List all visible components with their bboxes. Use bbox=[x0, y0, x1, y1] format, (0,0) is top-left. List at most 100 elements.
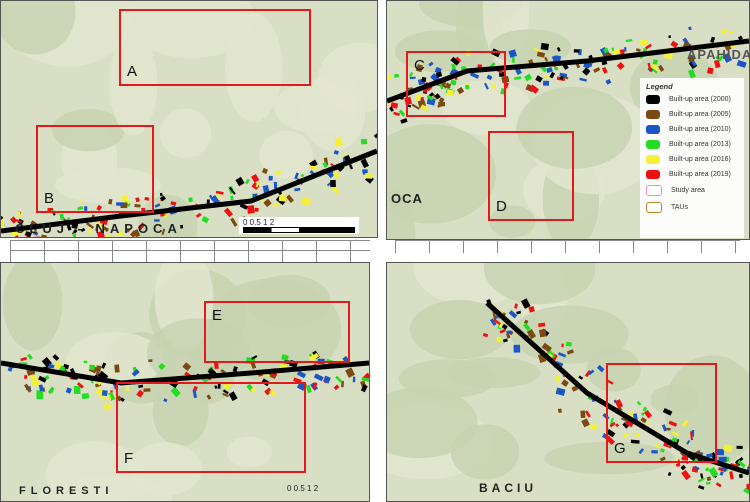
built-up-patch bbox=[393, 112, 400, 116]
inset-box-f: F bbox=[116, 382, 306, 473]
built-up-patch bbox=[286, 195, 294, 203]
built-up-patch bbox=[590, 424, 597, 429]
legend-item: Built-up area (2010) bbox=[646, 125, 744, 134]
built-up-patch bbox=[335, 376, 343, 384]
map-panel-cluj-napoca: A B CLUJ - NAPOCA 0 0.5 1 2 bbox=[0, 0, 378, 238]
built-up-patch bbox=[310, 166, 318, 170]
built-up-patch bbox=[196, 213, 202, 218]
built-up-patch bbox=[578, 376, 583, 380]
built-up-patch bbox=[89, 365, 95, 370]
legend-swatch bbox=[646, 125, 660, 134]
built-up-patch bbox=[207, 199, 210, 203]
built-up-patch bbox=[334, 384, 340, 390]
built-up-patch bbox=[269, 176, 273, 181]
built-up-patch bbox=[579, 78, 587, 82]
built-up-patch bbox=[247, 205, 255, 214]
built-up-patch bbox=[230, 218, 237, 227]
built-up-patch bbox=[561, 344, 563, 348]
built-up-patch bbox=[394, 74, 399, 78]
built-up-patch bbox=[512, 57, 515, 63]
built-up-patch bbox=[301, 198, 310, 206]
built-up-patch bbox=[580, 410, 585, 418]
built-up-patch bbox=[374, 133, 377, 138]
inset-box-a: A bbox=[119, 9, 311, 86]
map-panel-floresti: E F FLORESTI 0 0.5 1 2 bbox=[0, 262, 370, 502]
built-up-patch bbox=[36, 390, 43, 399]
built-up-patch bbox=[681, 465, 687, 470]
built-up-patch bbox=[716, 449, 724, 456]
built-up-patch bbox=[535, 75, 543, 82]
built-up-patch bbox=[726, 457, 729, 461]
built-up-patch bbox=[387, 74, 391, 80]
built-up-patch bbox=[66, 387, 72, 393]
built-up-patch bbox=[539, 329, 547, 337]
legend-item: Built-up area (2019) bbox=[646, 170, 744, 179]
built-up-patch bbox=[636, 48, 641, 52]
built-up-patch bbox=[323, 376, 331, 384]
built-up-patch bbox=[35, 236, 41, 237]
inset-box-b: B bbox=[36, 125, 154, 213]
terrain-shade bbox=[274, 82, 358, 133]
built-up-patch bbox=[516, 311, 521, 315]
built-up-patch bbox=[653, 59, 658, 64]
built-up-patch bbox=[361, 139, 367, 145]
built-up-patch bbox=[20, 357, 27, 361]
legend-item: Built-up area (2013) bbox=[646, 140, 744, 149]
built-up-patch bbox=[273, 202, 280, 207]
built-up-patch bbox=[230, 196, 233, 201]
built-up-patch bbox=[698, 485, 704, 490]
built-up-patch bbox=[708, 467, 718, 478]
built-up-patch bbox=[314, 373, 324, 381]
built-up-patch bbox=[114, 364, 119, 372]
coordinate-ticks bbox=[395, 240, 740, 253]
built-up-patch bbox=[263, 199, 271, 207]
built-up-patch bbox=[705, 467, 710, 472]
terrain-shade bbox=[451, 424, 520, 479]
town-label: CLUJ - NAPOCA bbox=[15, 221, 182, 236]
legend-swatch bbox=[646, 185, 662, 196]
built-up-patch bbox=[59, 213, 64, 220]
built-up-patch bbox=[365, 173, 372, 178]
built-up-patch bbox=[160, 193, 163, 197]
legend-item: Built-up area (2000) bbox=[646, 95, 744, 104]
built-up-patch bbox=[1, 219, 4, 228]
terrain-shade bbox=[387, 124, 496, 224]
built-up-patch bbox=[593, 67, 600, 73]
built-up-patch bbox=[353, 377, 355, 383]
built-up-patch bbox=[103, 402, 112, 411]
built-up-patch bbox=[254, 208, 258, 212]
built-up-patch bbox=[27, 353, 33, 359]
built-up-patch bbox=[624, 47, 626, 52]
scale-bar: 0 0.5 1 2 bbox=[239, 217, 359, 234]
built-up-patch bbox=[279, 194, 287, 202]
built-up-patch bbox=[52, 354, 59, 361]
built-up-patch bbox=[294, 188, 300, 191]
built-up-patch bbox=[605, 79, 611, 85]
built-up-patch bbox=[543, 81, 549, 86]
legend-swatch bbox=[646, 202, 662, 213]
built-up-patch bbox=[668, 472, 672, 476]
legend-swatch bbox=[646, 155, 660, 164]
built-up-patch bbox=[617, 62, 625, 70]
built-up-patch bbox=[739, 474, 743, 478]
built-up-patch bbox=[706, 476, 711, 481]
built-up-patch bbox=[245, 179, 250, 185]
legend-swatch bbox=[646, 140, 660, 149]
built-up-patch bbox=[333, 171, 340, 179]
town-label: FLORESTI bbox=[19, 485, 113, 497]
built-up-patch bbox=[585, 410, 591, 417]
built-up-patch bbox=[688, 27, 691, 31]
built-up-patch bbox=[556, 376, 560, 382]
built-up-patch bbox=[559, 73, 567, 77]
built-up-patch bbox=[274, 182, 277, 189]
built-up-patch bbox=[720, 471, 724, 476]
built-up-patch bbox=[541, 43, 549, 50]
town-label-partial: OCA bbox=[391, 191, 423, 206]
built-up-patch bbox=[736, 446, 742, 449]
built-up-patch bbox=[582, 67, 590, 75]
built-up-patch bbox=[626, 39, 633, 42]
legend: Legend Built-up area (2000)Built-up area… bbox=[640, 78, 744, 238]
built-up-patch bbox=[306, 385, 312, 393]
built-up-patch bbox=[546, 67, 553, 73]
built-up-patch bbox=[581, 418, 590, 427]
